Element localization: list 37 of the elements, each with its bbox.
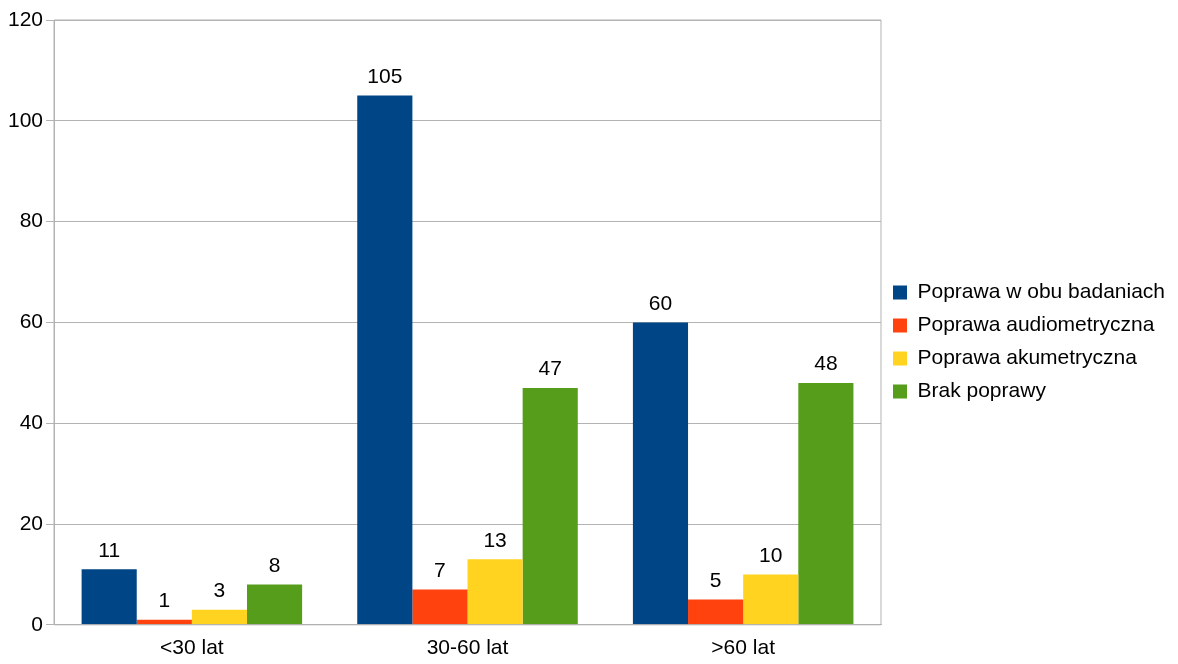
y-tick-label: 100 [7, 107, 44, 131]
legend-label: Poprawa audiometryczna [917, 312, 1155, 336]
bar [247, 584, 303, 625]
data-label: 105 [367, 63, 403, 87]
data-label: 5 [709, 567, 722, 591]
bar [743, 574, 799, 625]
x-tick-label: >60 lat [711, 635, 776, 659]
bar [467, 559, 523, 625]
bar [357, 95, 413, 625]
legend-label: Poprawa akumetryczna [917, 345, 1138, 369]
y-tick-label: 80 [19, 208, 44, 232]
bar [632, 322, 689, 625]
bar [81, 569, 137, 625]
data-label: 3 [213, 577, 226, 601]
data-label: 13 [483, 527, 507, 551]
x-tick-label: <30 lat [160, 635, 224, 659]
y-tick-label: 120 [7, 6, 44, 30]
data-label: 1 [158, 588, 171, 612]
bar [798, 382, 854, 625]
legend-label: Brak poprawy [917, 378, 1047, 402]
y-tick-label: 40 [19, 410, 44, 433]
data-label: 60 [648, 290, 673, 314]
data-label: 10 [759, 542, 783, 566]
bar [191, 609, 247, 625]
bar [522, 387, 578, 625]
y-tick-label: 60 [19, 309, 44, 333]
data-label: 11 [98, 537, 121, 561]
y-tick-label: 0 [31, 611, 44, 635]
data-label: 47 [538, 356, 562, 380]
bar [412, 589, 468, 625]
y-tick-label: 20 [19, 510, 44, 534]
legend-label: Poprawa w obu badaniach [917, 279, 1166, 303]
x-tick-label: 30-60 lat [426, 635, 509, 659]
data-label: 7 [434, 557, 446, 581]
data-label: 48 [814, 351, 838, 375]
bar [688, 599, 744, 625]
data-label: 8 [268, 552, 281, 576]
